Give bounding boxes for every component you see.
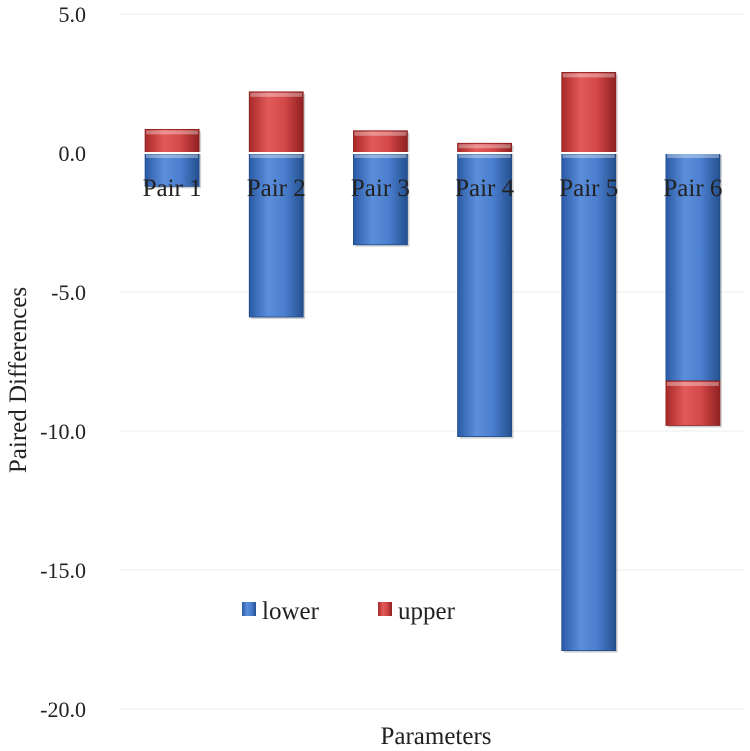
x-axis-title: Parameters	[380, 723, 491, 750]
category-label: Pair 5	[559, 175, 618, 202]
category-label: Pair 1	[143, 175, 202, 202]
y-tick-label: -20.0	[40, 697, 86, 722]
bar-highlight	[458, 154, 511, 158]
bar-highlight	[666, 154, 719, 158]
bar-highlight	[458, 144, 511, 149]
bar-lower	[353, 152, 408, 246]
y-tick-labels: 5.0 0.0 -5.0 -10.0 -15.0 -20.0	[40, 2, 86, 722]
bar-highlight	[666, 381, 719, 386]
bar-highlight	[250, 92, 303, 97]
category-label: Pair 2	[247, 175, 306, 202]
bar-lower	[561, 152, 617, 652]
y-tick-label: -15.0	[40, 558, 86, 583]
bar-highlight	[562, 154, 615, 158]
bar-upper	[248, 91, 304, 154]
legend-label-upper: upper	[398, 598, 456, 625]
bar-lower	[248, 152, 304, 318]
legend: lower upper	[242, 598, 456, 625]
bar-lower	[457, 152, 512, 437]
bar-lower	[144, 152, 200, 187]
y-tick-label: 5.0	[59, 2, 87, 27]
bars	[120, 71, 745, 653]
category-label: Pair 4	[455, 175, 515, 202]
y-axis-title: Paired Differences	[5, 287, 32, 473]
category-label: Pair 6	[663, 175, 722, 202]
category-label: Pair 3	[351, 175, 410, 202]
legend-swatch-upper	[378, 602, 392, 616]
y-tick-label: 0.0	[59, 141, 87, 166]
legend-swatch-lower	[242, 602, 256, 616]
category-labels: Pair 1 Pair 2 Pair 3 Pair 4 Pair 5 Pair 6	[143, 175, 723, 202]
bar-upper	[665, 380, 721, 426]
bar-highlight	[354, 154, 407, 158]
legend-label-lower: lower	[262, 598, 320, 625]
bar-highlight	[562, 73, 615, 78]
y-tick-label: -5.0	[51, 280, 86, 305]
bar-upper	[561, 71, 617, 154]
bar-lower	[665, 152, 721, 382]
y-tick-label: -10.0	[40, 419, 86, 444]
bar-highlight	[354, 131, 407, 136]
bar-highlight	[250, 154, 303, 158]
bar-highlight	[146, 130, 199, 135]
bar-highlight	[146, 154, 199, 158]
